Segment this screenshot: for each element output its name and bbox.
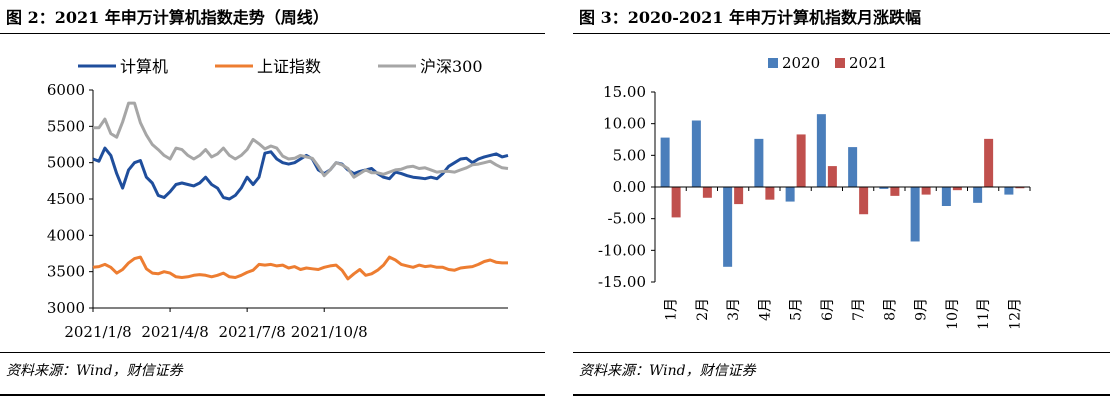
bar-2020-11月 <box>973 187 983 203</box>
x-tick-label: 12月 <box>1007 298 1023 330</box>
left-source-note: 资料来源：Wind，财信证券 <box>6 363 183 379</box>
x-tick-label: 2021/4/8 <box>141 323 208 341</box>
x-tick-label: 1月 <box>664 298 680 321</box>
x-tick-label: 2021/1/8 <box>64 323 131 341</box>
y-tick-label: 4500 <box>47 190 85 208</box>
x-tick-label: 3月 <box>726 298 742 321</box>
legend-swatch-1 <box>835 58 845 68</box>
y-tick-label: 4000 <box>47 226 85 244</box>
y-tick-label: 6000 <box>47 81 85 99</box>
x-tick-label: 2月 <box>695 298 711 321</box>
y-tick-label: 5500 <box>47 117 85 135</box>
bar-2020-9月 <box>910 187 920 242</box>
bar-2020-1月 <box>660 137 670 187</box>
y-tick-label: -5.00 <box>608 210 646 228</box>
x-tick-label: 11月 <box>976 298 992 330</box>
y-tick-label: 10.00 <box>603 115 646 133</box>
bar-2021-10月 <box>952 187 962 191</box>
y-tick-label: -15.00 <box>598 273 646 291</box>
x-tick-label: 2021/7/8 <box>218 323 285 341</box>
legend-label-0: 2020 <box>782 54 820 72</box>
series-line-2 <box>93 101 509 179</box>
bar-2020-6月 <box>816 114 826 187</box>
right-figure-panel: 图 3：2020-2021 年申万计算机指数月涨跌幅 2020 2021 15.00… <box>573 0 1110 401</box>
y-tick-label: 5000 <box>47 154 85 172</box>
bar-2021-8月 <box>890 187 900 196</box>
bar-2020-7月 <box>848 147 858 187</box>
legend-label-0: 计算机 <box>120 57 168 76</box>
bar-2020-10月 <box>941 187 951 206</box>
bar-2020-5月 <box>785 187 795 202</box>
left-source-rule <box>0 352 545 353</box>
y-tick-label: -10.00 <box>598 241 646 259</box>
y-tick-label: 5.00 <box>613 146 646 164</box>
y-tick-label: 3500 <box>47 263 85 281</box>
x-tick-label: 4月 <box>757 298 773 321</box>
series-line-0 <box>92 146 509 201</box>
x-tick-label: 6月 <box>820 298 836 321</box>
legend-label-1: 2021 <box>849 54 887 72</box>
right-title-rule <box>573 33 1110 34</box>
bar-2021-2月 <box>702 187 712 198</box>
bar-2020-8月 <box>879 187 889 189</box>
right-source-note: 资料来源：Wind，财信证券 <box>579 363 756 379</box>
bar-2021-12月 <box>1015 187 1025 189</box>
right-figure-title: 图 3：2020-2021 年申万计算机指数月涨跌幅 <box>579 8 921 27</box>
x-tick-label: 2021/10/8 <box>291 323 368 341</box>
bar-chart-svg: 2020 2021 15.00 10.00 5.00 0.00 -5.00 -10.00 -15… <box>598 54 1031 330</box>
left-figure-title: 图 2：2021 年申万计算机指数走势（周线） <box>6 8 329 27</box>
x-tick-label: 8月 <box>882 298 898 321</box>
series-line-1 <box>92 255 508 281</box>
bar-2020-2月 <box>691 120 701 187</box>
legend-label-2: 沪深300 <box>420 57 483 76</box>
bar-2021-4月 <box>765 187 775 200</box>
line-chart-svg: 计算机 上证指数 沪深300 3000 3500 4000 4500 5000 5500 6000… <box>47 57 509 341</box>
left-figure-panel: 图 2：2021 年申万计算机指数走势（周线） 计算机 上证指数 沪深300 3000… <box>0 0 545 401</box>
bar-2021-11月 <box>984 138 994 187</box>
legend-label-1: 上证指数 <box>257 57 321 76</box>
bar-2021-9月 <box>921 187 931 195</box>
bar-2021-5月 <box>796 134 806 187</box>
bar-2020-3月 <box>723 187 733 267</box>
y-tick-label: 3000 <box>47 299 85 317</box>
bar-2020-4月 <box>754 138 764 187</box>
y-tick-label: 0.00 <box>613 178 646 196</box>
x-tick-label: 9月 <box>914 298 930 321</box>
right-source-rule <box>573 352 1110 353</box>
left-bottom-rule <box>0 394 545 396</box>
bar-2021-3月 <box>734 187 744 205</box>
legend-swatch-0 <box>768 58 778 68</box>
x-tick-label: 5月 <box>789 298 805 321</box>
right-bottom-rule <box>573 394 1110 396</box>
bar-2021-1月 <box>671 187 681 218</box>
bar-2020-12月 <box>1004 187 1014 195</box>
left-title-rule <box>0 33 545 34</box>
x-tick-label: 10月 <box>945 298 961 330</box>
bar-2021-6月 <box>827 166 837 187</box>
x-tick-label: 7月 <box>851 298 867 321</box>
y-tick-label: 15.00 <box>603 83 646 101</box>
bar-2021-7月 <box>859 187 869 215</box>
